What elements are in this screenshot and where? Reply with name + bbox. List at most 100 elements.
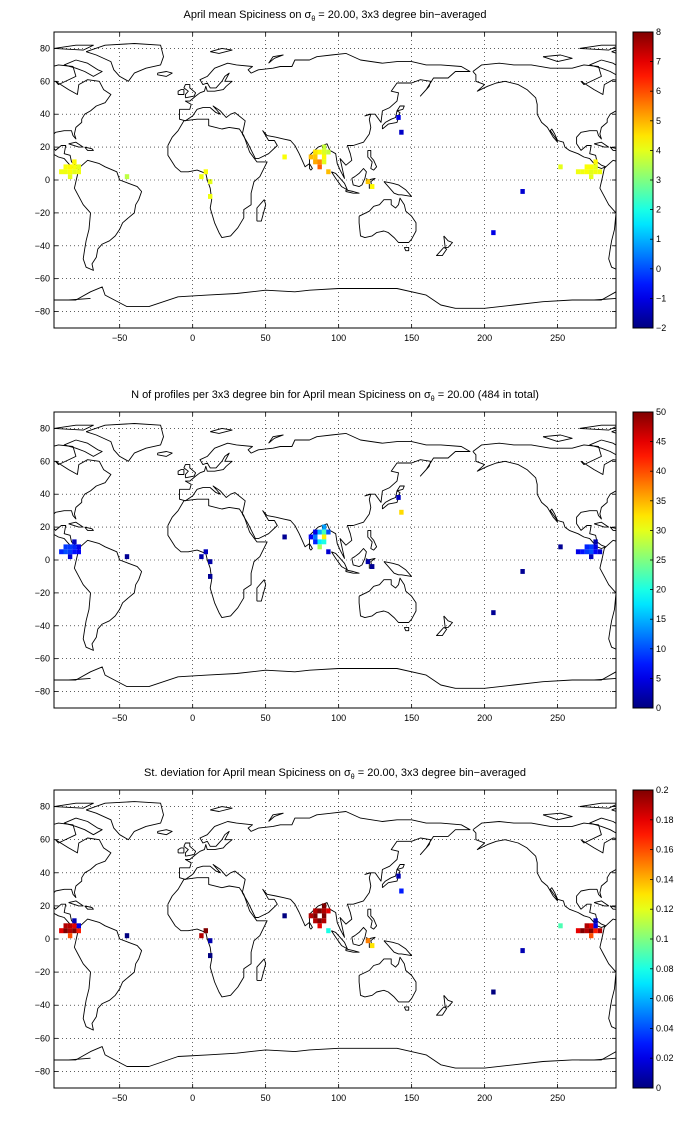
data-bin: [399, 129, 404, 135]
data-bin: [593, 159, 598, 165]
coastline-segment: [183, 464, 197, 479]
data-bin: [313, 539, 318, 545]
data-bin: [76, 549, 81, 555]
coastline-segment: [256, 199, 267, 222]
data-bin: [321, 159, 327, 165]
x-tick-label: 150: [404, 713, 419, 723]
data-bin: [326, 149, 331, 155]
coastline-segment: [683, 72, 696, 77]
coastline-segment: [579, 802, 616, 809]
data-bin: [76, 928, 81, 934]
data-bin: [208, 179, 213, 185]
data-bin: [321, 918, 327, 924]
data-bin: [491, 230, 496, 236]
data-bin: [370, 184, 375, 189]
data-bin: [584, 549, 589, 555]
data-bin: [72, 539, 77, 545]
data-bin: [203, 549, 208, 555]
x-tick-label: 150: [404, 333, 419, 343]
colorbar: 0 5 10 15 20 25 30 35 40 45 50: [632, 407, 666, 713]
data-bin: [208, 938, 213, 944]
colorbar-tick-label: 15: [656, 614, 666, 624]
data-bin: [326, 908, 331, 914]
data-bin: [365, 938, 371, 944]
coastline-segment: [179, 811, 471, 938]
data-bin: [370, 564, 375, 569]
coastline-segment: [443, 995, 453, 1008]
data-bin: [491, 989, 496, 995]
coastline-segment: [472, 62, 616, 169]
colorbar-tick-label: 10: [656, 644, 666, 654]
data-bin: [67, 549, 73, 555]
data-bin: [59, 928, 64, 934]
data-bin: [313, 913, 318, 919]
colorbar-tick-label: −1: [656, 293, 666, 303]
data-bin: [575, 549, 581, 555]
data-bin: [317, 149, 322, 155]
coastline-segment: [609, 146, 616, 151]
data-bin: [365, 179, 371, 185]
data-bin: [313, 529, 318, 535]
colorbar: 0 0.02 0.04 0.06 0.08 0.1 0.12 0.14 0.16 0.18 0.2: [632, 785, 674, 1093]
data-bin: [575, 928, 581, 934]
coastline-segment: [268, 434, 284, 444]
data-bin: [593, 549, 598, 555]
colorbar-tick-label: 35: [656, 496, 666, 506]
coastline-segment: [589, 59, 616, 76]
coastline-segment: [358, 956, 417, 1003]
data-bin: [59, 169, 64, 175]
coastlines: [18, 801, 616, 1069]
data-bin: [597, 549, 603, 555]
coastline-segment: [683, 452, 696, 457]
coastline-segment: [54, 822, 112, 928]
data-bin: [208, 574, 213, 579]
coastline-segment: [309, 922, 313, 930]
coastline-segment: [593, 900, 610, 907]
data-bin: [396, 495, 401, 500]
coastline-segment: [84, 146, 94, 151]
y-tick-label: −80: [35, 1066, 50, 1076]
x-tick-label: 200: [477, 1093, 492, 1103]
data-bin: [317, 908, 322, 914]
data-bin: [589, 933, 594, 939]
colorbar-tick-label: 4: [656, 145, 661, 155]
x-tick-label: 0: [190, 333, 195, 343]
data-bin: [580, 169, 585, 175]
data-bin: [584, 544, 589, 550]
coastline-segment: [542, 54, 573, 63]
title-text: St. deviation for April mean Spiciness o…: [144, 767, 344, 779]
x-tick-label: 150: [404, 1093, 419, 1103]
data-bin: [313, 908, 318, 914]
grid-lines: [54, 790, 616, 1088]
data-bin: [584, 928, 589, 934]
y-tick-label: 60: [40, 835, 50, 845]
y-tick-label: −60: [35, 1033, 50, 1043]
coastline-segment: [18, 813, 47, 820]
colorbar-tick-label: 0.12: [656, 904, 674, 914]
data-bin: [313, 534, 318, 540]
title-text-end: = 20.00, 3x3 degree bin−averaged: [315, 9, 486, 21]
data-bin: [124, 554, 130, 560]
data-bin: [317, 529, 322, 535]
colorbar-tick-label: 2: [656, 205, 661, 215]
x-tick-label: 200: [477, 713, 492, 723]
x-tick-label: −50: [112, 1093, 127, 1103]
colorbar-tick-label: 0.1: [656, 934, 669, 944]
coastline-segment: [268, 54, 284, 64]
data-bins: [59, 873, 603, 995]
data-bin: [308, 913, 314, 919]
colorbar-tick-label: 0.18: [656, 815, 674, 825]
data-bin: [72, 169, 77, 175]
coastline-segment: [54, 444, 112, 549]
data-bin: [491, 610, 496, 616]
coastline-segment: [351, 168, 367, 188]
data-bin: [593, 928, 598, 934]
data-bin: [321, 149, 327, 155]
data-bin: [326, 169, 331, 175]
coastline-segment: [54, 666, 616, 689]
data-bin: [321, 908, 327, 914]
y-tick-label: −20: [35, 208, 50, 218]
coastline-segment: [68, 141, 84, 148]
data-bin: [326, 549, 331, 555]
data-bin: [399, 888, 404, 894]
